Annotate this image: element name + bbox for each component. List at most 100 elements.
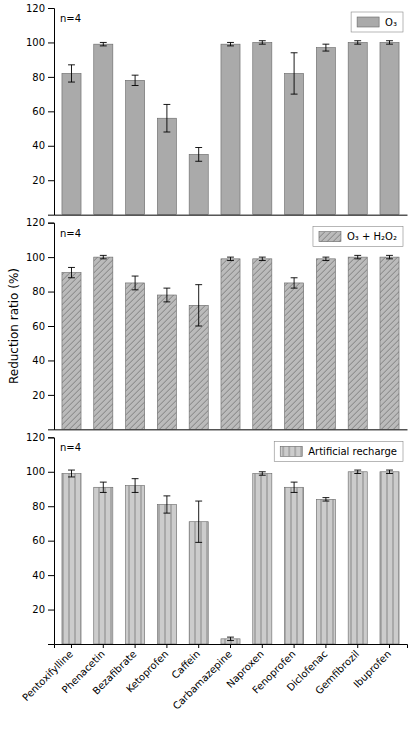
y-tick: 60 (32, 321, 54, 332)
legend-swatch (280, 446, 302, 456)
y-axis: 20406080100120 (26, 3, 55, 215)
error-bar (195, 148, 202, 162)
y-tick-label: 40 (32, 140, 45, 151)
x-tick-mark (230, 644, 231, 648)
y-tick: 40 (32, 140, 54, 151)
y-tick-label: 80 (32, 286, 45, 297)
x-tick-mark (103, 644, 104, 648)
y-tick-label: 120 (26, 432, 45, 443)
bars (62, 257, 399, 429)
x-tick-mark (357, 644, 358, 648)
y-axis: 20406080100120 (26, 217, 55, 429)
y-axis-line (48, 438, 55, 645)
y-tick: 20 (32, 175, 54, 186)
y-tick-label: 20 (32, 390, 45, 401)
bar (348, 472, 367, 644)
annotation: n=4 (60, 442, 81, 453)
error-bars (68, 255, 393, 326)
y-tick-label: 60 (32, 535, 45, 546)
bar (189, 154, 208, 214)
error-bars (68, 470, 393, 640)
x-axis (55, 214, 408, 216)
y-tick-mark (48, 77, 54, 78)
bars (62, 42, 399, 214)
y-tick-mark (48, 326, 54, 327)
x-axis-line (55, 645, 408, 649)
y-axis-line (48, 9, 55, 216)
error-bar (68, 470, 75, 477)
error-bar (163, 288, 170, 302)
error-bar (195, 501, 202, 542)
bar (221, 259, 240, 429)
y-tick-label: 60 (32, 321, 45, 332)
x-tick: Ibuprofen (351, 644, 393, 690)
y-tick-label: 20 (32, 175, 45, 186)
bar (253, 474, 272, 645)
y-tick-mark (48, 360, 54, 361)
error-bar (68, 267, 75, 277)
error-bar (100, 42, 107, 45)
y-tick-label: 20 (32, 604, 45, 615)
legend-frame (274, 441, 403, 461)
error-bar (132, 75, 139, 85)
error-bar (386, 255, 393, 258)
plot-area (62, 470, 399, 644)
plot-area (62, 41, 399, 215)
x-tick-mark (71, 644, 72, 648)
legend-item: O₃ (357, 17, 397, 28)
y-tick: 40 (32, 570, 54, 581)
x-tick-mark (198, 644, 199, 648)
legend-label: O₃ + H₂O₂ (347, 231, 397, 242)
bar (285, 73, 304, 214)
error-bar (100, 255, 107, 258)
bar (94, 487, 113, 644)
legend-frame (351, 12, 403, 32)
error-bar (291, 278, 298, 288)
bar (380, 472, 399, 644)
y-axis-line (48, 223, 55, 430)
legend-label: O₃ (385, 17, 397, 28)
error-bar (322, 44, 329, 51)
y-tick-mark (48, 395, 54, 396)
y-tick: 120 (26, 432, 54, 443)
bar (62, 474, 81, 645)
y-tick-mark (48, 111, 54, 112)
x-tick-label: Gemfibrozil (313, 648, 361, 696)
x-tick: Gemfibrozil (313, 644, 361, 696)
error-bar (100, 482, 107, 492)
error-bar (291, 53, 298, 94)
y-tick-mark (48, 180, 54, 181)
x-axis (55, 429, 408, 431)
error-bar (195, 285, 202, 326)
y-tick: 80 (32, 286, 54, 297)
error-bar (354, 470, 361, 473)
y-tick-label: 80 (32, 72, 45, 83)
y-tick: 100 (26, 252, 54, 263)
chart: 20406080100120n=4O₃20406080100120n=4O₃ +… (0, 0, 417, 744)
error-bar (322, 257, 329, 260)
y-tick-label: 120 (26, 3, 45, 14)
bar (316, 48, 335, 215)
error-bar (227, 257, 234, 260)
error-bar (227, 42, 234, 45)
x-tick-label: Carbamazepine (171, 648, 234, 711)
x-tick-label: Ketoprofen (124, 648, 170, 694)
y-tick-mark (48, 575, 54, 576)
y-tick-mark (48, 292, 54, 293)
legend-item: Artificial recharge (280, 446, 397, 457)
bar (348, 42, 367, 214)
y-tick-label: 60 (32, 106, 45, 117)
bar (221, 44, 240, 214)
y-tick: 20 (32, 390, 54, 401)
plot-area (62, 255, 399, 429)
bar (285, 487, 304, 644)
legend-swatch (357, 17, 379, 27)
x-tick: Ketoprofen (124, 644, 170, 695)
annotation: n=4 (60, 13, 81, 24)
annotation: n=4 (60, 228, 81, 239)
y-tick-label: 100 (26, 252, 45, 263)
x-tick-mark (389, 644, 390, 648)
y-tick: 60 (32, 106, 54, 117)
y-tick-mark (48, 146, 54, 147)
y-tick-mark (48, 437, 54, 438)
